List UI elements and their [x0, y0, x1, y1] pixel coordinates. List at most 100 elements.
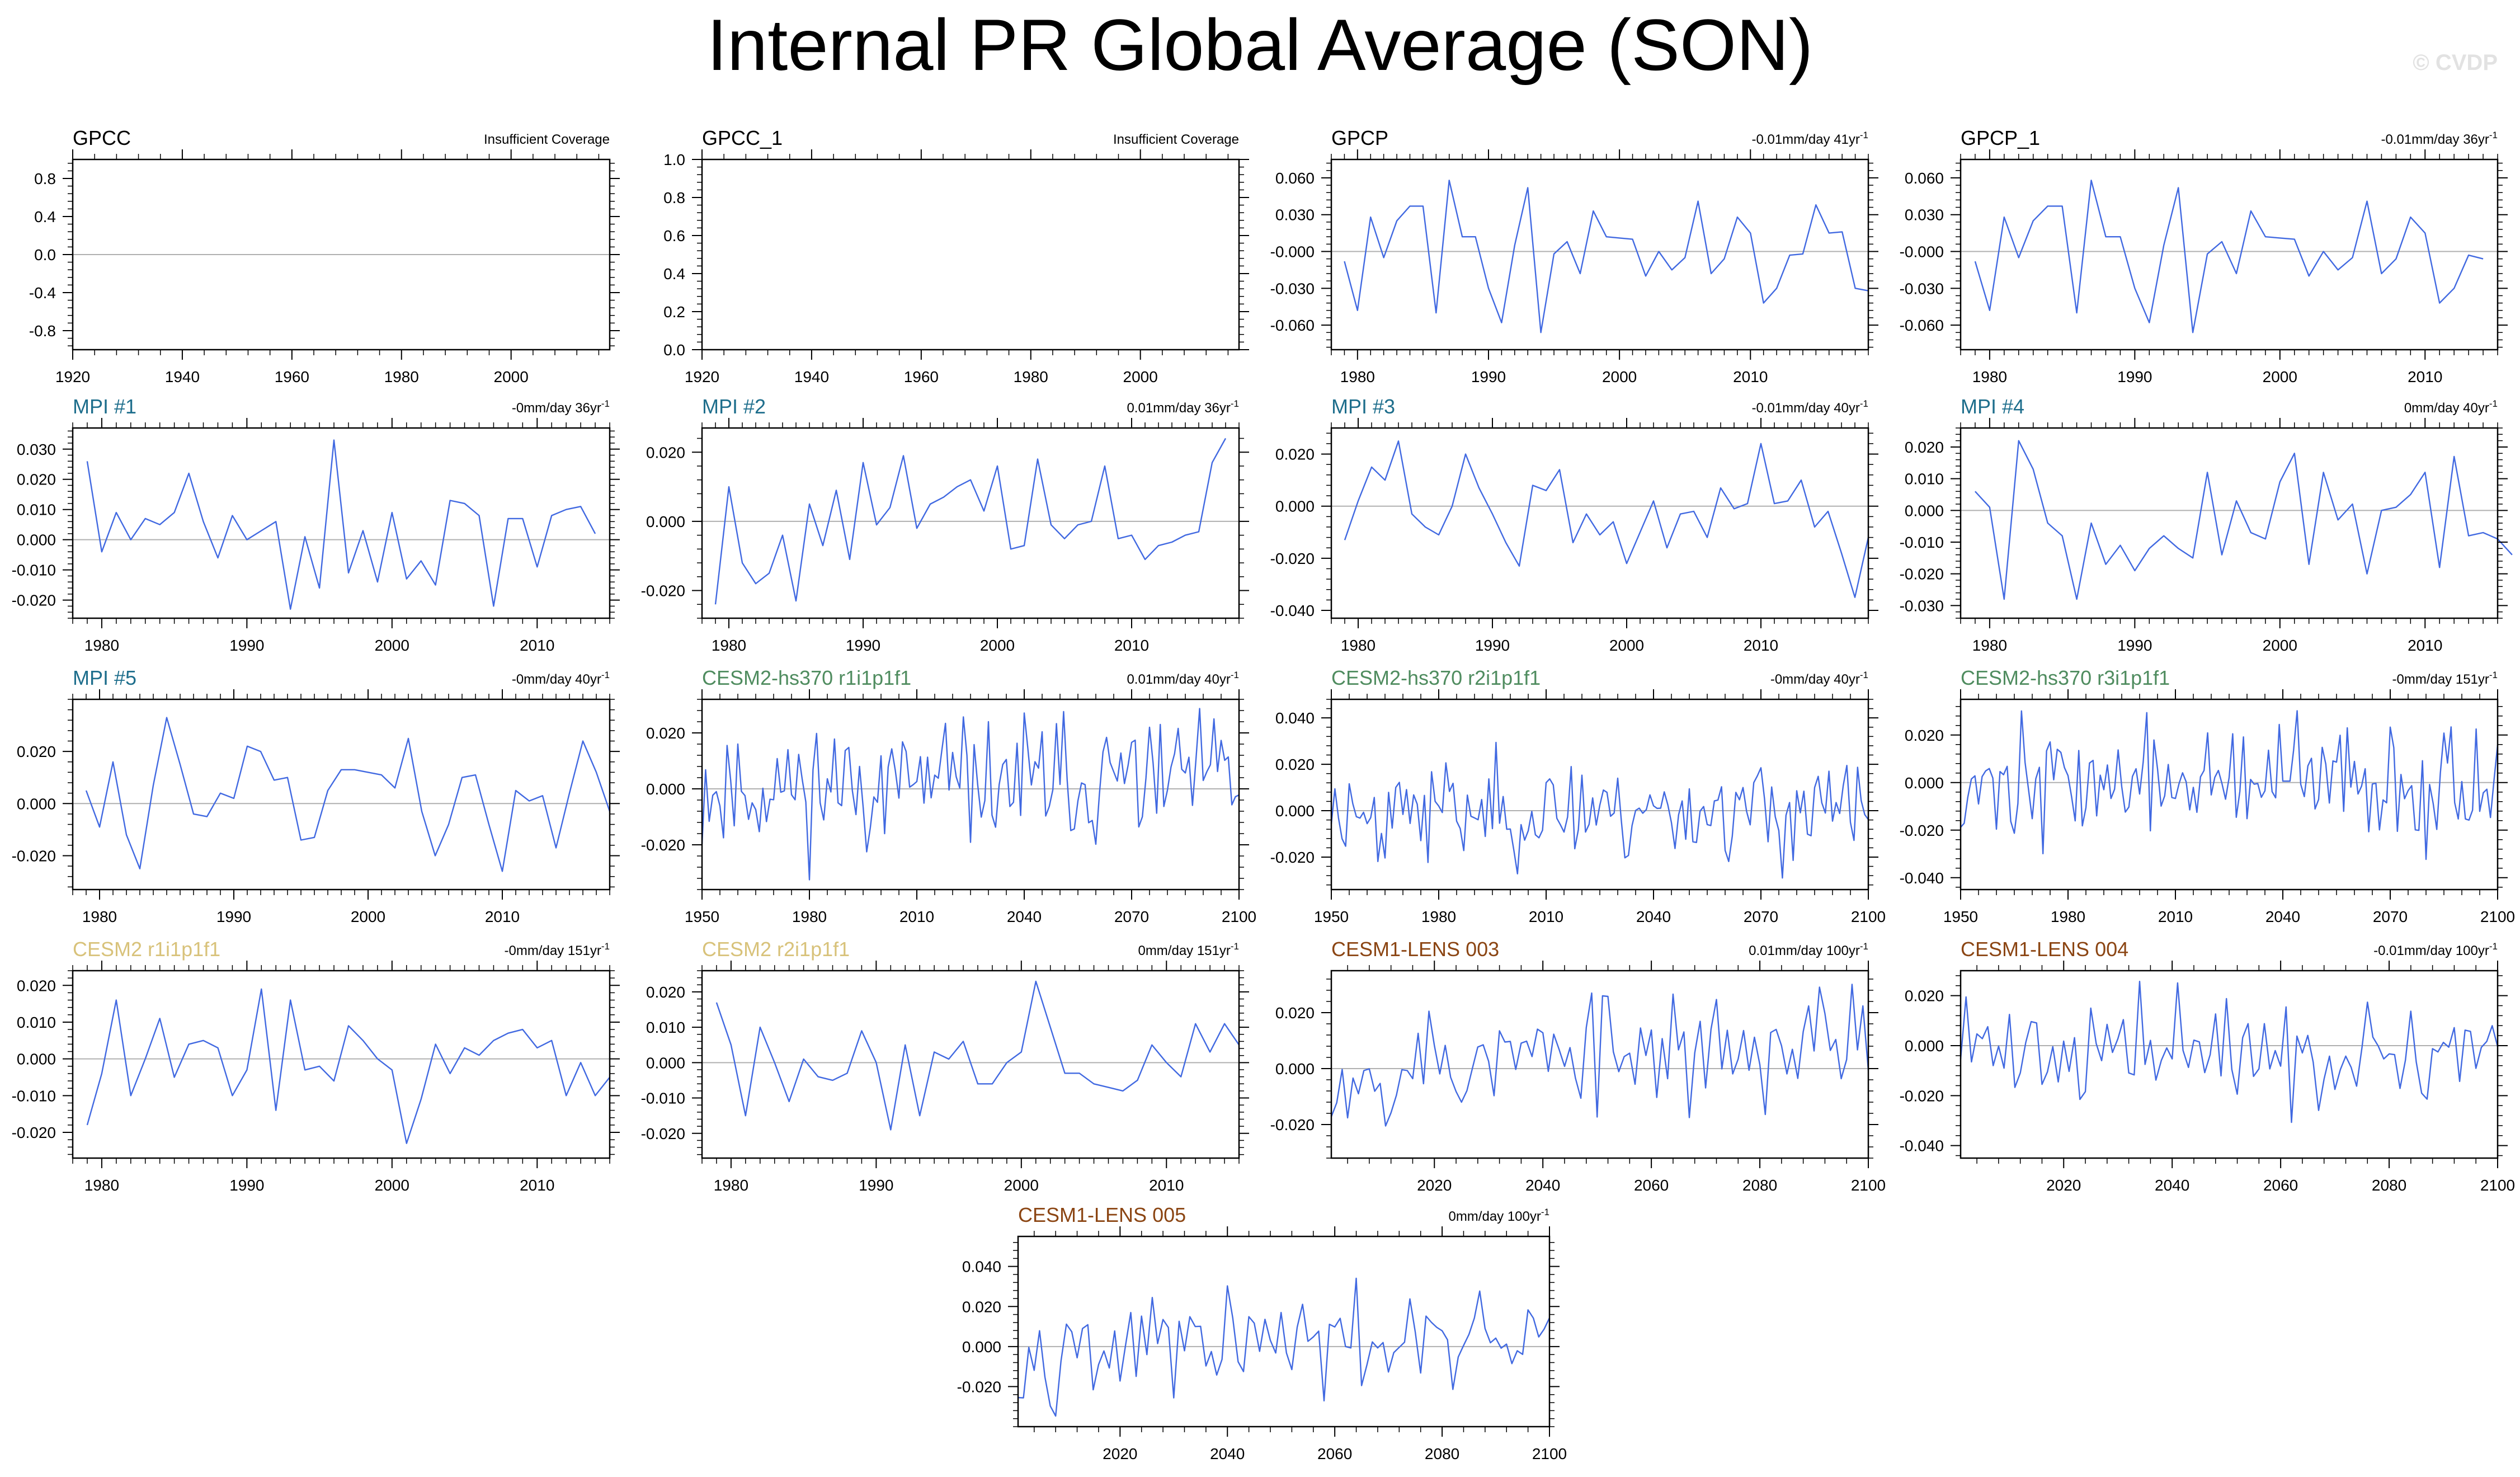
panel-stat-note: 0mm/day 151yr-1 [1138, 941, 1239, 958]
x-tick-label: 1980 [792, 908, 827, 925]
y-tick-label: -0.020 [957, 1378, 1001, 1395]
x-tick-label: 1990 [1475, 637, 1510, 654]
x-tick-label: 1980 [1014, 368, 1048, 385]
panel-title: CESM1-LENS 003 [1331, 938, 1499, 961]
series-line [86, 439, 596, 610]
panel-title: MPI #1 [73, 395, 136, 418]
panel-16: CESM1-LENS 004 -0.01mm/day 100yr-1 2020 204… [1900, 938, 2516, 1194]
plot-frame [701, 970, 1240, 1159]
y-tick-label: -0.020 [1900, 822, 1944, 839]
y-tick-label: 0.4 [663, 265, 685, 283]
x-tick-label: 2010 [1149, 1177, 1184, 1194]
x-tick-label: 1980 [84, 637, 119, 654]
x-tick-label: 2010 [520, 1177, 554, 1194]
series-line [701, 708, 1240, 881]
y-tick-label: -0.8 [29, 322, 56, 340]
panel-7: MPI #3 -0.01mm/day 40yr-1 1980 1990 2000 2010… [1270, 395, 1878, 654]
x-tick-label: 1960 [275, 368, 309, 385]
panel-14: CESM2 r2i1p1f1 0mm/day 151yr-1 1980 1990 200… [641, 938, 1249, 1194]
series-line [1330, 984, 1869, 1127]
y-tick-label: 0.8 [663, 189, 685, 206]
plot-frame [1017, 1235, 1551, 1428]
x-tick-label: 1990 [1471, 368, 1506, 385]
x-tick-label: 2080 [2372, 1177, 2406, 1194]
series-line [85, 717, 611, 872]
x-tick-label: 2100 [2480, 908, 2515, 925]
y-tick-label: 0.000 [17, 531, 56, 549]
y-tick-label: -0.060 [1900, 317, 1944, 334]
y-tick-label: 0.2 [663, 303, 685, 321]
x-tick-label: 2040 [2265, 908, 2300, 925]
x-tick-label: 2060 [1317, 1445, 1352, 1462]
y-tick-label: -0.030 [1270, 280, 1315, 297]
panel-stat-note: -0.01mm/day 41yr-1 [1751, 130, 1868, 147]
panel-15: CESM1-LENS 003 0.01mm/day 100yr-1 2020 2040… [1270, 938, 1886, 1194]
x-tick-label: 1950 [685, 908, 719, 925]
x-tick-label: 2070 [2373, 908, 2408, 925]
panel-title: CESM2-hs370 r3i1p1f1 [1961, 666, 2170, 689]
panel-11: CESM2-hs370 r2i1p1f1 -0mm/day 40yr-1 1950 1… [1270, 666, 1886, 925]
y-tick-label: 0.020 [17, 743, 56, 760]
y-tick-label: 0.020 [17, 471, 56, 488]
panel-5: MPI #1 -0mm/day 36yr-1 1980 1990 2000 2010 0.0… [12, 395, 620, 654]
y-tick-label: -0.020 [1270, 550, 1315, 567]
plot-frame [72, 698, 611, 891]
y-tick-label: 0.010 [646, 1019, 685, 1036]
x-tick-label: 2000 [2263, 368, 2297, 385]
y-tick-label: 0.000 [17, 795, 56, 812]
y-tick-label: -0.020 [1270, 849, 1315, 866]
y-tick-label: 0.000 [17, 1051, 56, 1068]
x-tick-label: 1980 [82, 908, 117, 925]
x-tick-label: 2070 [1744, 908, 1778, 925]
x-tick-label: 1980 [712, 637, 746, 654]
x-tick-label: 2020 [1103, 1445, 1137, 1462]
y-tick-label: -0.020 [641, 1125, 685, 1142]
x-tick-label: 2040 [1210, 1445, 1245, 1462]
panel-stat-note: Insufficient Coverage [484, 132, 610, 147]
y-tick-label: -0.000 [1900, 243, 1944, 261]
series-line [1344, 180, 1869, 333]
panel-stat-note: 0.01mm/day 100yr-1 [1749, 941, 1868, 958]
x-tick-label: 1960 [904, 368, 939, 385]
y-tick-label: 0.000 [1275, 1060, 1315, 1078]
x-tick-label: 2000 [980, 637, 1015, 654]
y-tick-label: -0.040 [1900, 869, 1944, 887]
panel-stat-note: -0mm/day 151yr-1 [2392, 670, 2498, 687]
x-tick-label: 2010 [520, 637, 554, 654]
x-tick-label: 2000 [2263, 637, 2297, 654]
panel-stat-note: 0mm/day 100yr-1 [1448, 1207, 1549, 1224]
x-tick-label: 2060 [1634, 1177, 1669, 1194]
y-tick-label: 0.060 [1275, 170, 1315, 187]
y-tick-label: 0.030 [17, 441, 56, 458]
x-tick-label: 2060 [2263, 1177, 2298, 1194]
y-tick-label: 0.000 [646, 1054, 685, 1071]
x-tick-label: 2080 [1425, 1445, 1459, 1462]
y-tick-label: 0.020 [1905, 439, 1944, 456]
plot-frame [1330, 427, 1869, 619]
x-tick-label: 2010 [485, 908, 520, 925]
y-tick-label: 0.000 [1905, 1037, 1944, 1055]
x-tick-label: 1980 [1972, 368, 2007, 385]
y-tick-label: -0.040 [1900, 1137, 1944, 1155]
panel-title: MPI #5 [73, 666, 136, 689]
x-tick-label: 2000 [1602, 368, 1637, 385]
y-tick-label: 0.4 [34, 208, 56, 225]
x-tick-label: 1990 [229, 637, 264, 654]
y-tick-label: 0.010 [1905, 471, 1944, 488]
panel-3: GPCP -0.01mm/day 41yr-1 1980 1990 2000 2010 0.… [1270, 126, 1878, 385]
series-line [1344, 440, 1869, 598]
y-tick-label: 0.020 [962, 1298, 1001, 1315]
y-tick-label: -0.020 [641, 582, 685, 600]
x-tick-label: 1980 [1340, 368, 1375, 385]
y-tick-label: 0.000 [646, 513, 685, 530]
series-line [714, 438, 1227, 605]
plot-frame [1330, 970, 1869, 1159]
y-tick-label: 0.020 [1275, 1004, 1315, 1022]
x-tick-label: 2070 [1114, 908, 1149, 925]
y-tick-label: 0.000 [646, 780, 685, 798]
series-line [715, 980, 1240, 1131]
x-tick-label: 1980 [84, 1177, 119, 1194]
y-tick-label: 0.010 [17, 501, 56, 519]
y-tick-label: 0.0 [34, 246, 56, 264]
y-tick-label: 0.020 [1905, 987, 1944, 1005]
